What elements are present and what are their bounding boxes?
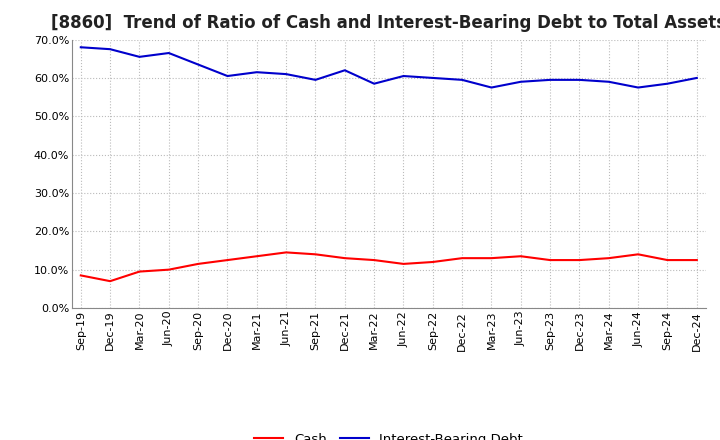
Interest-Bearing Debt — [253, 70, 261, 75]
Interest-Bearing Debt — [311, 77, 320, 82]
Cash — [311, 252, 320, 257]
Interest-Bearing Debt — [693, 75, 701, 81]
Interest-Bearing Debt — [428, 75, 437, 81]
Cash — [575, 257, 584, 263]
Cash — [428, 259, 437, 264]
Cash — [487, 256, 496, 261]
Cash — [341, 256, 349, 261]
Cash — [458, 256, 467, 261]
Line: Interest-Bearing Debt: Interest-Bearing Debt — [81, 47, 697, 88]
Cash — [164, 267, 173, 272]
Cash — [194, 261, 202, 267]
Cash — [106, 279, 114, 284]
Cash — [223, 257, 232, 263]
Cash — [76, 273, 85, 278]
Interest-Bearing Debt — [370, 81, 379, 86]
Interest-Bearing Debt — [106, 47, 114, 52]
Cash — [605, 256, 613, 261]
Interest-Bearing Debt — [487, 85, 496, 90]
Cash — [282, 250, 290, 255]
Cash — [253, 253, 261, 259]
Interest-Bearing Debt — [634, 85, 642, 90]
Cash — [370, 257, 379, 263]
Interest-Bearing Debt — [458, 77, 467, 82]
Interest-Bearing Debt — [282, 71, 290, 77]
Interest-Bearing Debt — [546, 77, 554, 82]
Cash — [135, 269, 144, 274]
Interest-Bearing Debt — [76, 44, 85, 50]
Cash — [663, 257, 672, 263]
Cash — [546, 257, 554, 263]
Cash — [693, 257, 701, 263]
Cash — [399, 261, 408, 267]
Cash — [516, 253, 525, 259]
Interest-Bearing Debt — [575, 77, 584, 82]
Cash — [634, 252, 642, 257]
Interest-Bearing Debt — [516, 79, 525, 84]
Interest-Bearing Debt — [605, 79, 613, 84]
Interest-Bearing Debt — [341, 68, 349, 73]
Line: Cash: Cash — [81, 253, 697, 281]
Interest-Bearing Debt — [223, 73, 232, 79]
Interest-Bearing Debt — [663, 81, 672, 86]
Interest-Bearing Debt — [135, 54, 144, 59]
Interest-Bearing Debt — [399, 73, 408, 79]
Interest-Bearing Debt — [194, 62, 202, 67]
Title: [8860]  Trend of Ratio of Cash and Interest-Bearing Debt to Total Assets: [8860] Trend of Ratio of Cash and Intere… — [51, 15, 720, 33]
Interest-Bearing Debt — [164, 50, 173, 55]
Legend: Cash, Interest-Bearing Debt: Cash, Interest-Bearing Debt — [249, 427, 528, 440]
